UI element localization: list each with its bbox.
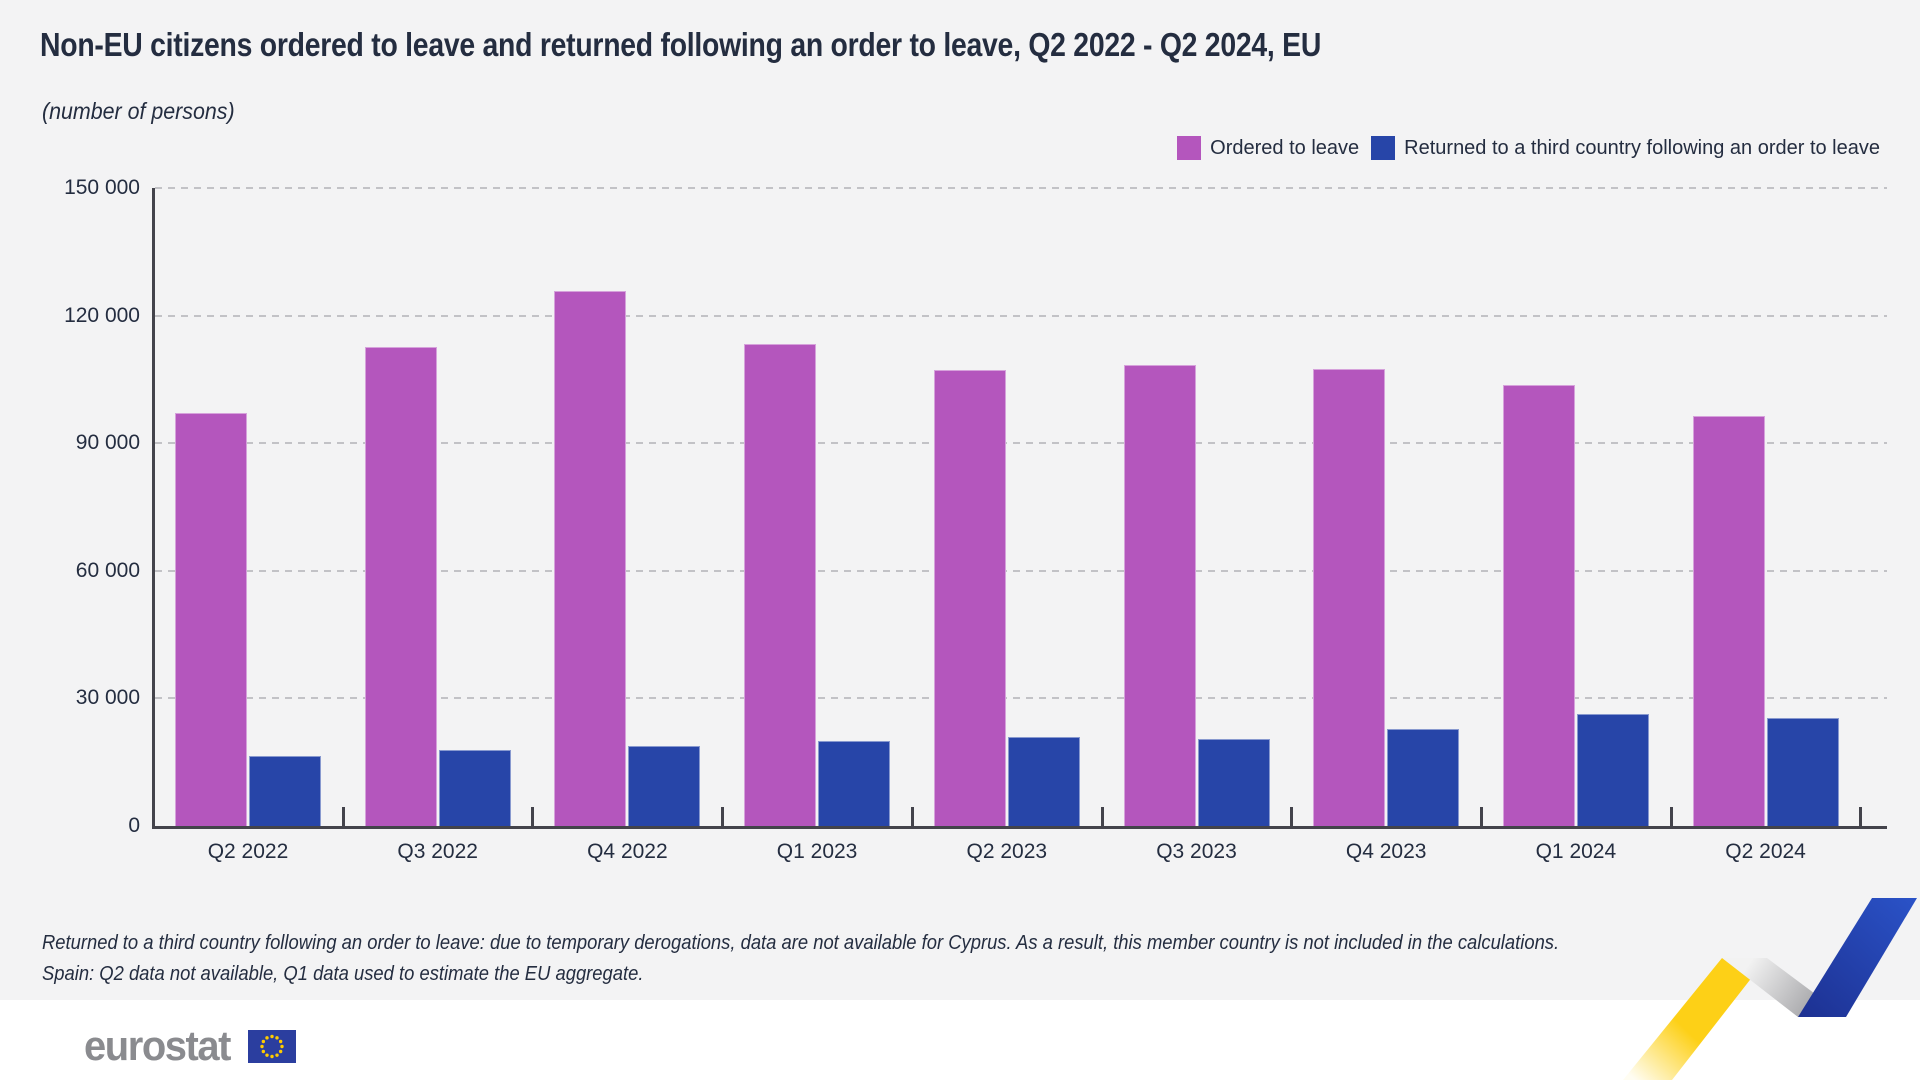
returned-bar-q2-2023 — [1007, 737, 1080, 826]
gridline — [155, 697, 1887, 700]
y-axis-label: 120 000 — [64, 303, 140, 327]
x-axis-label: Q1 2023 — [776, 840, 858, 863]
flag-star — [260, 1044, 264, 1048]
ordered-bar-q2-2023 — [933, 370, 1006, 826]
y-axis-label: 60 000 — [75, 558, 140, 582]
gridline — [155, 187, 1887, 189]
x-axis-tick — [721, 807, 725, 826]
ordered-bar-q1-2023 — [744, 344, 817, 826]
flag-star — [275, 1035, 279, 1040]
x-axis-label: Q2 2022 — [207, 840, 289, 863]
flag-star — [261, 1049, 265, 1053]
legend-label-ordered: Ordered to leave — [1210, 136, 1360, 159]
returned-bar-q3-2022 — [438, 750, 511, 826]
y-axis-label: 150 000 — [64, 176, 140, 199]
x-axis-label: Q2 2024 — [1725, 840, 1806, 863]
eurostat-logo: eurostat — [84, 1022, 296, 1070]
x-axis-label: Q3 2023 — [1156, 840, 1237, 863]
returned-bar-q3-2023 — [1197, 738, 1270, 826]
ordered-bar-q2-2024 — [1692, 416, 1765, 826]
x-axis-tick — [1859, 807, 1863, 826]
zigzag-ribbon-graphic — [1623, 898, 1917, 1080]
chart-footnotes: Returned to a third country following an… — [42, 928, 1559, 990]
y-axis-label: 90 000 — [75, 431, 140, 455]
x-axis-tick — [1290, 807, 1294, 826]
returned-bar-q1-2023 — [818, 741, 891, 826]
x-axis-label: Q3 2022 — [397, 840, 478, 863]
flag-star — [275, 1052, 279, 1057]
x-axis-label: Q2 2023 — [966, 840, 1048, 863]
x-axis-tick — [910, 807, 914, 826]
x-axis-tick — [531, 807, 535, 826]
flag-star — [278, 1039, 283, 1043]
returned-bar-q2-2024 — [1766, 718, 1839, 826]
x-axis-tick — [1100, 807, 1104, 826]
footnote-line: Returned to a third country following an… — [42, 932, 1560, 954]
returned-bar-q1-2024 — [1576, 714, 1649, 826]
flag-star — [270, 1034, 274, 1038]
x-axis-tick — [341, 807, 345, 826]
legend-item-returned: Returned to a third country following an… — [1371, 136, 1880, 160]
x-axis-label: Q1 2024 — [1535, 840, 1617, 863]
flag-star — [261, 1039, 265, 1043]
chart-subtitle: (number of persons) — [42, 98, 235, 124]
returned-bar-q4-2022 — [628, 746, 701, 826]
ordered-bar-q3-2022 — [364, 347, 437, 826]
x-axis-label: Q4 2023 — [1345, 840, 1427, 863]
x-axis-label: Q4 2022 — [587, 840, 668, 863]
chart-legend: Ordered to leave Returned to a third cou… — [1177, 136, 1880, 160]
legend-label-returned: Returned to a third country following an… — [1404, 136, 1880, 159]
ordered-bar-q2-2022 — [175, 413, 247, 826]
flag-star — [270, 1054, 274, 1058]
returned-bar-q4-2023 — [1387, 729, 1460, 826]
flag-star — [280, 1044, 284, 1048]
returned-bar-q2-2022 — [249, 755, 321, 826]
ordered-bar-q4-2022 — [554, 290, 627, 826]
flag-star — [265, 1035, 269, 1040]
bar-chart-plot: 0 30 000 60 000 90 000 120 000 150 000 Q2 2022… — [64, 176, 1887, 863]
gridline — [155, 442, 1887, 445]
footnote-line: Spain: Q2 data not available, Q1 data us… — [42, 963, 644, 985]
legend-item-ordered: Ordered to leave — [1177, 136, 1359, 160]
y-axis-label: 30 000 — [75, 686, 140, 710]
ordered-bar-q3-2023 — [1123, 365, 1196, 826]
gridline — [155, 569, 1887, 572]
flag-star — [265, 1052, 269, 1057]
page-title: Non-EU citizens ordered to leave and ret… — [40, 26, 1322, 63]
eurostat-logo-text: eurostat — [84, 1022, 231, 1069]
legend-swatch-returned — [1371, 136, 1396, 160]
ordered-bar-q4-2023 — [1313, 368, 1386, 826]
x-axis-tick — [1669, 807, 1673, 826]
legend-swatch-ordered — [1177, 136, 1202, 160]
gridline — [155, 314, 1887, 317]
flag-star — [278, 1049, 283, 1053]
y-axis-label: 0 — [128, 814, 140, 837]
eu-flag-icon — [247, 1029, 296, 1063]
ordered-bar-q1-2024 — [1502, 384, 1575, 826]
x-axis-tick — [1479, 807, 1483, 826]
